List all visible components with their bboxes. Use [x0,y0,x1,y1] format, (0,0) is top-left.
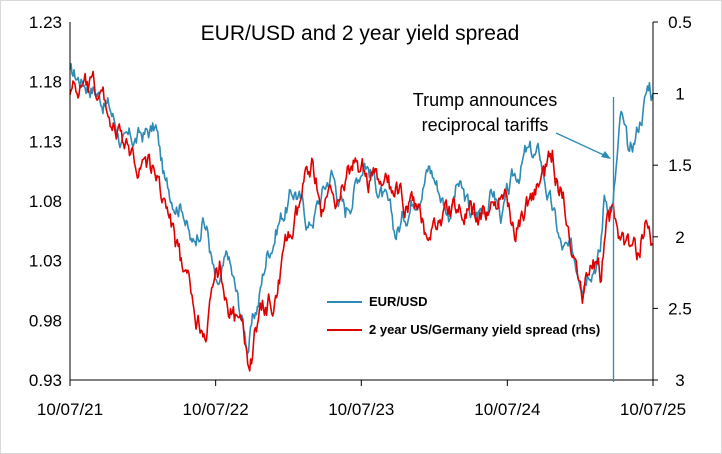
y-left-tick-label: 1.08 [29,192,62,211]
x-tick-label: 10/07/23 [328,400,394,419]
legend-label-spread: 2 year US/Germany yield spread (rhs) [369,322,600,337]
annotation-line-1: Trump announces [413,90,557,110]
series-line-eurusd [69,63,654,355]
annotation-line-2: reciprocal tariffs [422,115,549,135]
y-right-tick-label: 3 [675,371,684,390]
annotation: Trump announces reciprocal tariffs [413,90,615,382]
y-left-tick-label: 0.98 [29,311,62,330]
annotation-arrowhead [601,151,611,159]
y-left-tick-label: 1.23 [29,13,62,32]
x-tick-label: 10/07/25 [620,400,686,419]
y-left-tick-label: 0.93 [29,371,62,390]
y-left-tick-label: 1.03 [29,252,62,271]
y-right-tick-label: 1.5 [668,156,692,175]
y-left-tick-label: 1.13 [29,132,62,151]
series-line-yield-spread [69,70,654,372]
legend-label-eurusd: EUR/USD [369,294,428,309]
chart-title: EUR/USD and 2 year yield spread [201,22,520,45]
y-right-tick-label: 2.5 [668,299,692,318]
y-right-tick-label: 1 [675,85,684,104]
y-right-tick-label: 0.5 [668,13,692,32]
legend: EUR/USD 2 year US/Germany yield spread (… [327,294,600,337]
x-tick-label: 10/07/24 [474,400,540,419]
series-layer [69,63,654,372]
x-tick-label: 10/07/21 [37,400,103,419]
annotation-arrow [555,132,609,158]
y-right-tick-label: 2 [675,228,684,247]
x-tick-label: 10/07/22 [183,400,249,419]
ticks-layer: 1.23 1.18 1.13 1.08 1.03 0.98 0.93 0.5 1 1.5 2 2.5 3… [29,13,692,419]
y-left-tick-label: 1.18 [29,73,62,92]
